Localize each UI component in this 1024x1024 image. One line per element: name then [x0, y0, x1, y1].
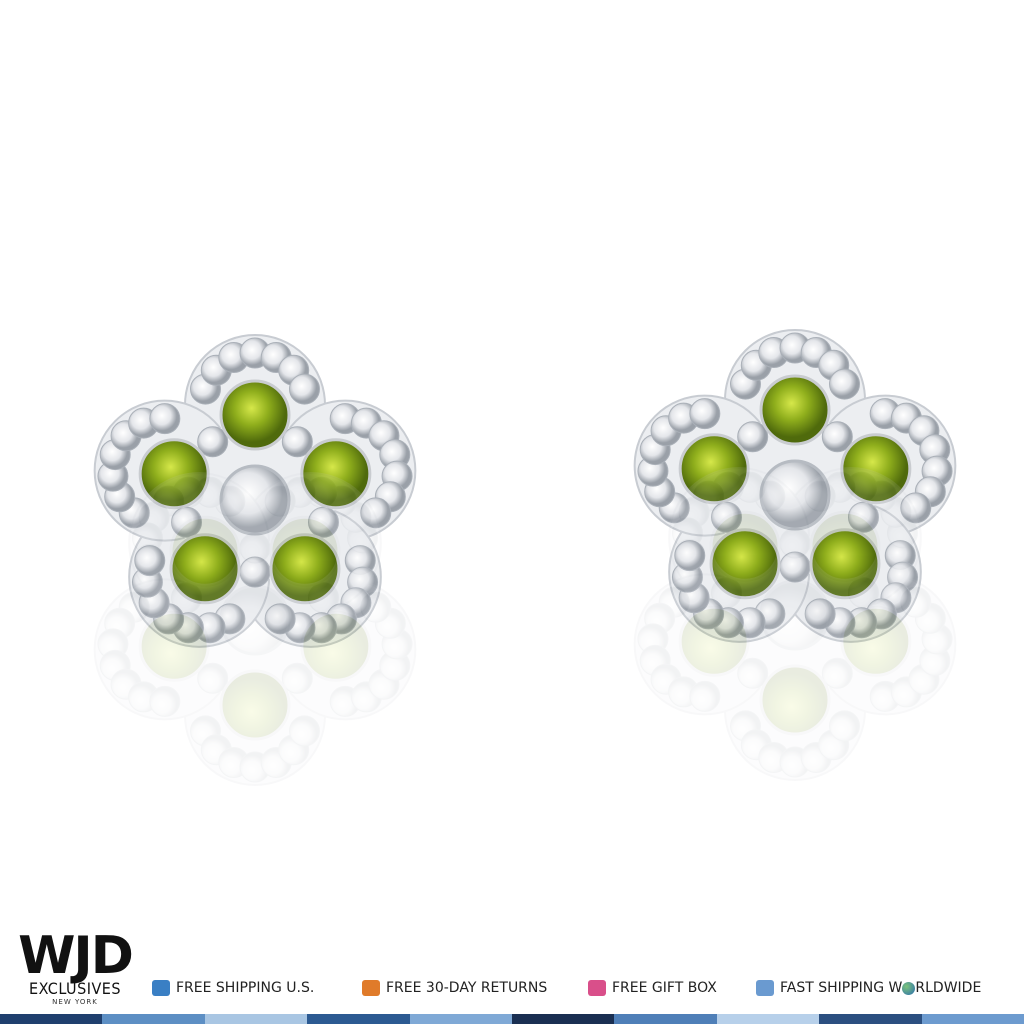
- banner-text: FREE SHIPPING U.S.: [176, 980, 315, 996]
- gem: [900, 586, 932, 618]
- gem: [289, 715, 321, 747]
- globe-icon: [902, 981, 916, 995]
- gem: [804, 480, 836, 512]
- gem: [829, 710, 861, 742]
- earring: [633, 467, 957, 781]
- gem: [711, 577, 743, 609]
- gem: [281, 426, 313, 458]
- peridot: [678, 605, 750, 677]
- gem: [239, 532, 271, 564]
- earrings: [93, 329, 957, 786]
- peridot: [269, 515, 341, 587]
- gem: [134, 543, 166, 575]
- gem: [829, 368, 861, 400]
- gem: [171, 582, 203, 614]
- peridot: [169, 515, 241, 587]
- logo-mark: WJD: [18, 926, 134, 986]
- peridot: [138, 610, 210, 682]
- peridot: [840, 605, 912, 677]
- gem: [779, 527, 811, 559]
- gem: [264, 485, 296, 517]
- gem: [689, 398, 721, 430]
- gem: [289, 373, 321, 405]
- gem: [821, 421, 853, 453]
- gem: [689, 680, 721, 712]
- banner-text: FAST SHIPPING W: [780, 980, 903, 996]
- logo-place: NEW YORK: [52, 998, 98, 1006]
- gem: [149, 685, 181, 717]
- earring: [93, 472, 417, 786]
- gem: [197, 662, 229, 694]
- banner-text: RLDWIDE: [915, 980, 982, 996]
- banner-item: FAST SHIPPING W RLDWIDE: [756, 980, 981, 996]
- banner-text: FREE GIFT BOX: [612, 980, 717, 996]
- icon: [362, 980, 380, 996]
- banner-text: FREE 30-DAY RETURNS: [386, 980, 548, 996]
- banner-item: FREE 30-DAY RETURNS: [362, 980, 547, 996]
- center-diamond: [759, 579, 831, 651]
- peridot: [809, 510, 881, 582]
- icon: [756, 980, 774, 996]
- icon: [588, 980, 606, 996]
- peridot: [300, 610, 372, 682]
- gem: [307, 582, 339, 614]
- gem: [821, 657, 853, 689]
- peridot: [219, 669, 291, 741]
- center-diamond: [219, 584, 291, 656]
- peridot: [219, 379, 291, 451]
- icon: [152, 980, 170, 996]
- peridot: [759, 664, 831, 736]
- gem: [737, 657, 769, 689]
- banner-item: FREE GIFT BOX: [588, 980, 717, 996]
- gem: [737, 421, 769, 453]
- gem: [149, 403, 181, 435]
- banner-item: FREE SHIPPING U.S.: [152, 980, 314, 996]
- gem: [197, 426, 229, 458]
- gem: [847, 577, 879, 609]
- color-strip: [0, 1014, 1024, 1024]
- gem: [674, 538, 706, 570]
- gem: [360, 591, 392, 623]
- peridot: [709, 510, 781, 582]
- gem: [281, 662, 313, 694]
- peridot: [759, 374, 831, 446]
- logo-name: EXCLUSIVES: [28, 979, 122, 998]
